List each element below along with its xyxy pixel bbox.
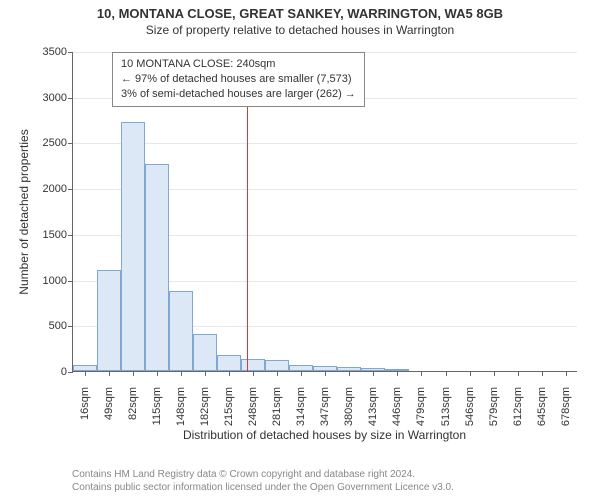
histogram-bar <box>145 164 169 371</box>
ytick-label: 2500 <box>43 137 73 149</box>
chart-subtitle: Size of property relative to detached ho… <box>0 21 600 37</box>
xtick-label: 148sqm <box>175 383 187 426</box>
xtick-mark <box>494 371 495 376</box>
histogram-bar <box>169 291 193 371</box>
chart-title: 10, MONTANA CLOSE, GREAT SANKEY, WARRING… <box>0 0 600 21</box>
ytick-label: 3000 <box>43 92 73 104</box>
xtick-label: 248sqm <box>247 383 259 426</box>
x-axis-label: Distribution of detached houses by size … <box>72 428 577 442</box>
xtick-label: 182sqm <box>199 383 211 426</box>
xtick-label: 49sqm <box>103 383 115 420</box>
xtick-mark <box>181 371 182 376</box>
ytick-label: 1500 <box>43 229 73 241</box>
xtick-label: 115sqm <box>151 383 163 425</box>
xtick-label: 678sqm <box>560 383 572 426</box>
xtick-label: 513sqm <box>440 383 452 426</box>
y-axis-label: Number of detached properties <box>17 129 31 294</box>
xtick-label: 612sqm <box>512 383 524 426</box>
xtick-mark <box>277 371 278 376</box>
xtick-label: 479sqm <box>415 383 427 426</box>
xtick-label: 546sqm <box>464 383 476 426</box>
xtick-label: 314sqm <box>295 383 307 426</box>
xtick-mark <box>157 371 158 376</box>
xtick-mark <box>373 371 374 376</box>
xtick-mark <box>109 371 110 376</box>
histogram-bar <box>265 360 289 371</box>
xtick-mark <box>446 371 447 376</box>
xtick-mark <box>205 371 206 376</box>
footer-attribution: Contains HM Land Registry data © Crown c… <box>72 468 454 494</box>
xtick-label: 579sqm <box>488 383 500 426</box>
xtick-mark <box>325 371 326 376</box>
xtick-mark <box>85 371 86 376</box>
xtick-label: 281sqm <box>271 383 283 426</box>
chart-container: 10, MONTANA CLOSE, GREAT SANKEY, WARRING… <box>0 0 600 500</box>
footer-line-2: Contains public sector information licen… <box>72 481 454 494</box>
histogram-bar <box>97 270 121 371</box>
xtick-label: 413sqm <box>367 383 379 426</box>
annotation-box: 10 MONTANA CLOSE: 240sqm ← 97% of detach… <box>112 52 365 107</box>
xtick-mark <box>542 371 543 376</box>
annotation-line-2: ← 97% of detached houses are smaller (7,… <box>121 72 356 87</box>
xtick-label: 82sqm <box>127 383 139 420</box>
xtick-label: 380sqm <box>343 383 355 426</box>
xtick-mark <box>566 371 567 376</box>
gridline <box>73 143 577 144</box>
ytick-label: 0 <box>61 366 73 378</box>
xtick-mark <box>253 371 254 376</box>
annotation-line-3: 3% of semi-detached houses are larger (2… <box>121 87 356 102</box>
xtick-mark <box>349 371 350 376</box>
xtick-mark <box>397 371 398 376</box>
xtick-mark <box>229 371 230 376</box>
xtick-mark <box>133 371 134 376</box>
xtick-mark <box>518 371 519 376</box>
ytick-label: 3500 <box>43 46 73 58</box>
xtick-label: 16sqm <box>79 383 91 420</box>
xtick-mark <box>470 371 471 376</box>
annotation-line-1: 10 MONTANA CLOSE: 240sqm <box>121 57 356 72</box>
xtick-label: 645sqm <box>536 383 548 426</box>
xtick-mark <box>421 371 422 376</box>
histogram-bar <box>241 359 265 371</box>
ytick-label: 2000 <box>43 183 73 195</box>
ytick-label: 1000 <box>43 275 73 287</box>
xtick-mark <box>301 371 302 376</box>
histogram-bar <box>121 122 145 371</box>
ytick-label: 500 <box>49 320 73 332</box>
xtick-label: 446sqm <box>391 383 403 426</box>
xtick-label: 347sqm <box>319 383 331 426</box>
histogram-bar <box>217 355 241 371</box>
xtick-label: 215sqm <box>223 383 235 426</box>
histogram-bar <box>193 334 217 371</box>
footer-line-1: Contains HM Land Registry data © Crown c… <box>72 468 454 481</box>
